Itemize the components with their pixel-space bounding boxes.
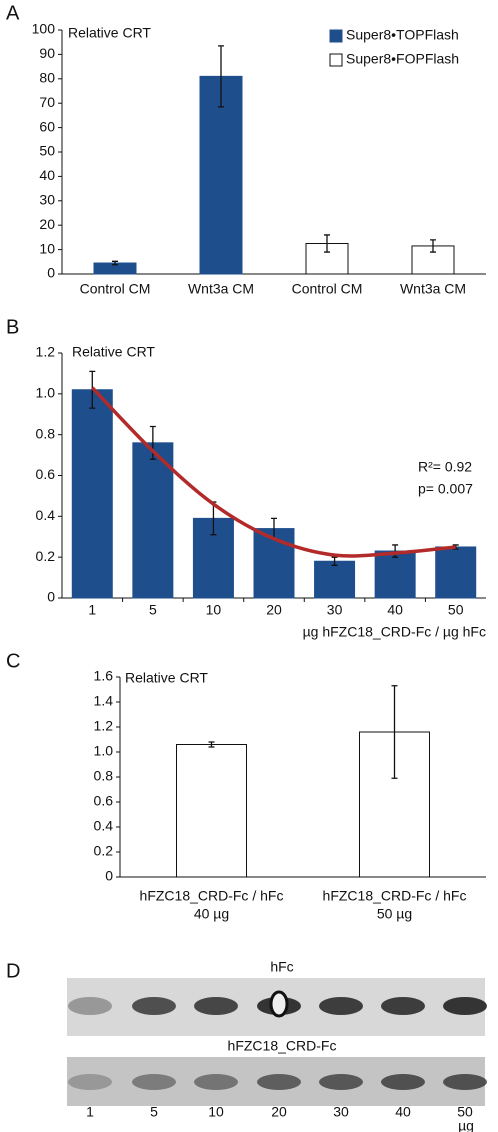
error-bar [392, 544, 399, 558]
y-tick-label: 0.2 [94, 843, 114, 859]
y-tick-label: 100 [32, 21, 56, 37]
blot-band [319, 997, 363, 1015]
blot-label: hFZC18_CRD-Fc [228, 1038, 337, 1054]
error-bar [331, 556, 338, 566]
blot-band [381, 997, 425, 1015]
bar [435, 546, 477, 599]
blot-band [194, 997, 238, 1015]
lane-label: 10 [208, 1104, 224, 1120]
legend-swatch [329, 29, 343, 43]
x-tick-label: 40 µg [194, 906, 229, 922]
y-tick-label: 20 [39, 216, 55, 232]
y-tick-label: 0.6 [94, 793, 114, 809]
blot-band [443, 1074, 487, 1090]
x-tick-label: Wnt3a CM [188, 281, 254, 297]
error-bar [218, 45, 224, 108]
x-tick-label: 40 [387, 602, 403, 618]
fit-line [91, 386, 456, 558]
y-tick-label: 1.0 [36, 385, 56, 401]
annotation: R²= 0.92 [418, 459, 472, 475]
bar [374, 550, 416, 599]
blot-label: hFc [270, 959, 293, 975]
x-tick-label: hFZC18_CRD-Fc / hFc [323, 888, 467, 904]
x-tick-label: 30 [327, 602, 343, 618]
y-tick-label: 0.4 [94, 818, 114, 834]
blot-band [381, 1074, 425, 1090]
panel-label: D [6, 960, 20, 982]
error-bar [149, 425, 156, 460]
blot-band [443, 997, 487, 1015]
y-tick-label: 0 [47, 265, 55, 281]
legend-label: Super8•TOPFlash [346, 27, 459, 43]
x-tick-label: 5 [149, 602, 157, 618]
error-bar [112, 260, 118, 266]
blot-band [132, 1074, 176, 1090]
x-axis-label: µg hFZC18_CRD-Fc / µg hFc [303, 624, 486, 640]
annotation: p= 0.007 [418, 481, 473, 497]
error-bar [391, 685, 398, 779]
x-tick-label: 20 [266, 602, 282, 618]
legend-label: Super8•FOPFlash [346, 51, 459, 67]
y-tick-label: 0.4 [36, 507, 56, 523]
chart-title: Relative CRT [125, 670, 208, 686]
blot-band [68, 997, 112, 1015]
blot-band-burst [269, 990, 289, 1018]
bar [176, 744, 247, 878]
legend-swatch [329, 53, 343, 67]
x-tick-label: Control CM [80, 281, 151, 297]
blot-unit: µg [458, 1118, 474, 1132]
lane-label: 30 [333, 1104, 349, 1120]
error-bar [430, 239, 436, 253]
lane-label: 40 [395, 1104, 411, 1120]
panel-label: A [6, 2, 20, 24]
blot-band [257, 1074, 301, 1090]
y-tick-label: 1.6 [94, 668, 114, 684]
y-tick-label: 0.2 [36, 548, 56, 564]
y-tick-label: 0.8 [94, 768, 114, 784]
y-tick-label: 50 [39, 143, 55, 159]
blot-band [194, 1074, 238, 1090]
y-tick-label: 0 [47, 589, 55, 605]
lane-label: 50 [457, 1104, 473, 1120]
y-tick-label: 80 [39, 70, 55, 86]
y-tick-label: 60 [39, 118, 55, 134]
y-tick-label: 0 [105, 868, 113, 884]
y-tick-label: 10 [39, 240, 55, 256]
bar [199, 75, 243, 275]
y-tick-label: 1.4 [94, 693, 114, 709]
y-tick-label: 70 [39, 94, 55, 110]
bar [132, 442, 174, 599]
y-tick-label: 1.2 [94, 718, 114, 734]
bar [314, 560, 356, 599]
x-tick-label: Wnt3a CM [400, 281, 466, 297]
y-tick-label: 1.2 [36, 344, 56, 360]
lane-label: 5 [150, 1104, 158, 1120]
x-tick-label: hFZC18_CRD-Fc / hFc [140, 888, 284, 904]
chart-title: Relative CRT [72, 344, 155, 360]
bar [71, 389, 113, 599]
blot-band [319, 1074, 363, 1090]
y-tick-label: 0.8 [36, 425, 56, 441]
y-tick-label: 0.6 [36, 466, 56, 482]
y-tick-label: 90 [39, 45, 55, 61]
error-bar [324, 234, 330, 253]
x-tick-label: 1 [88, 602, 96, 618]
chart-title: Relative CRT [68, 25, 151, 41]
y-tick-label: 40 [39, 167, 55, 183]
y-tick-label: 30 [39, 192, 55, 208]
panel-label: C [6, 650, 20, 672]
panel-label: B [6, 316, 19, 338]
error-bar [208, 741, 215, 748]
blot-band [132, 997, 176, 1015]
blot-band [68, 1074, 112, 1090]
x-tick-label: 50 [448, 602, 464, 618]
x-tick-label: 50 µg [377, 906, 412, 922]
lane-label: 1 [86, 1104, 94, 1120]
x-tick-label: Control CM [292, 281, 363, 297]
lane-label: 20 [271, 1104, 287, 1120]
x-tick-label: 10 [206, 602, 222, 618]
y-tick-label: 1.0 [94, 743, 114, 759]
